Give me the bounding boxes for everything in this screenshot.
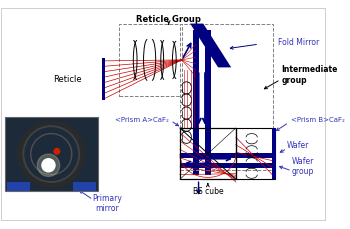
Bar xyxy=(180,128,236,180)
Text: <Prism A>CaF₂: <Prism A>CaF₂ xyxy=(115,116,169,122)
Text: Reticle: Reticle xyxy=(53,75,82,84)
Bar xyxy=(180,164,273,168)
Text: Intermediate
group: Intermediate group xyxy=(281,65,338,84)
Bar xyxy=(236,128,275,180)
Bar xyxy=(205,31,211,175)
Text: Fold Mirror: Fold Mirror xyxy=(278,38,319,46)
Bar xyxy=(5,117,98,191)
Text: Wafer
group: Wafer group xyxy=(292,156,314,175)
Text: Wafer: Wafer xyxy=(287,141,309,150)
Bar xyxy=(180,25,273,170)
Text: BS cube: BS cube xyxy=(193,186,223,195)
Text: Reticle Group: Reticle Group xyxy=(136,15,201,24)
Circle shape xyxy=(42,159,55,172)
Bar xyxy=(193,31,198,175)
Circle shape xyxy=(37,154,60,177)
Bar xyxy=(180,153,273,158)
Polygon shape xyxy=(190,25,231,68)
Bar xyxy=(7,182,30,191)
Text: <Prism B>CaF₂: <Prism B>CaF₂ xyxy=(291,116,345,122)
Text: Primary
mirror: Primary mirror xyxy=(92,193,122,212)
Circle shape xyxy=(54,149,60,154)
Bar xyxy=(73,182,96,191)
Bar xyxy=(119,25,182,97)
Bar xyxy=(272,128,276,180)
Bar xyxy=(5,117,98,191)
Bar xyxy=(102,59,105,101)
